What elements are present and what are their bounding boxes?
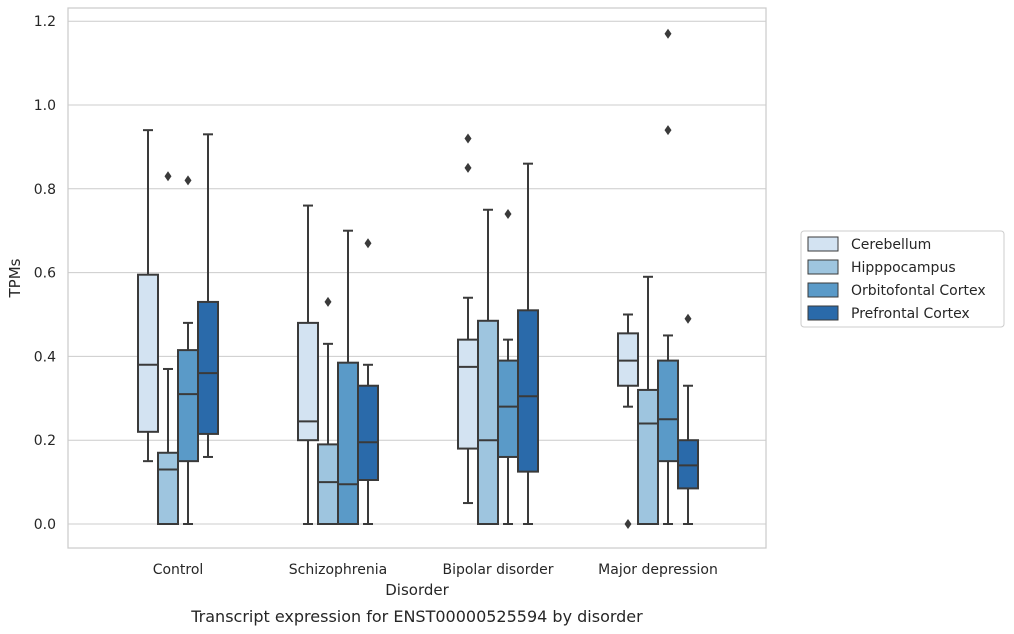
legend-swatch (807, 259, 839, 275)
y-tick-label: 0.0 (34, 517, 56, 533)
box-body (317, 443, 339, 526)
box-orbitofontal-cortex (497, 208, 519, 525)
legend-swatch (807, 305, 839, 321)
y-tick-label: 0.8 (34, 182, 56, 198)
box-body (617, 332, 639, 387)
legend-label: Orbitofontal Cortex (851, 283, 986, 299)
legend-item: Hipppocampus (807, 259, 956, 276)
legend-item: Cerebellum (807, 236, 931, 253)
x-tick-label: Control (153, 562, 204, 578)
box-body (517, 309, 539, 473)
y-tick-label: 0.2 (34, 433, 56, 449)
box-body (157, 451, 179, 525)
x-tick-label: Bipolar disorder (442, 562, 553, 578)
y-tick-labels: 0.0 0.2 0.4 0.6 0.8 1.0 1.2 (34, 14, 56, 533)
outlier-marker (164, 171, 172, 182)
box-body (337, 361, 359, 525)
x-tick-labels: Control Schizophrenia Bipolar disorder Majo… (153, 562, 718, 578)
box-body (657, 359, 679, 463)
box-body (177, 349, 199, 463)
legend-label: Cerebellum (851, 237, 931, 253)
chart-caption: Transcript expression for ENST0000052559… (190, 607, 643, 626)
outlier-marker (664, 125, 672, 136)
box-prefrontal-cortex (677, 313, 699, 525)
box-cerebellum (297, 204, 319, 525)
legend-swatch (807, 282, 839, 298)
legend-frame (800, 230, 1005, 328)
box-body (297, 321, 319, 442)
y-tick-label: 0.6 (34, 266, 56, 282)
box-hipppocampus (317, 296, 339, 526)
outlier-marker (664, 28, 672, 39)
legend-label: Hipppocampus (851, 260, 956, 276)
box-orbitofontal-cortex (657, 28, 679, 525)
outlier-marker (504, 208, 512, 219)
box-prefrontal-cortex (517, 162, 539, 525)
box-cerebellum (137, 129, 159, 463)
x-axis-title: Disorder (385, 581, 449, 599)
box-body (637, 388, 659, 526)
box-hipppocampus (477, 208, 499, 525)
box-body (497, 359, 519, 458)
legend: Cerebellum Hipppocampus Orbitofontal Corte… (800, 230, 1005, 328)
box-hipppocampus (157, 171, 179, 525)
box-orbitofontal-cortex (337, 229, 359, 525)
y-tick-label: 1.0 (34, 98, 56, 114)
box-hipppocampus (637, 275, 659, 526)
box-series (137, 28, 699, 529)
box-body (457, 338, 479, 450)
y-tick-label: 1.2 (34, 14, 56, 30)
legend-swatch (807, 236, 839, 252)
box-prefrontal-cortex (357, 238, 379, 525)
outlier-marker (464, 133, 472, 144)
legend-item: Prefrontal Cortex (807, 305, 970, 322)
outlier-marker (464, 162, 472, 173)
box-body (677, 439, 699, 490)
box-orbitofontal-cortex (177, 175, 199, 525)
outlier-marker (324, 296, 332, 307)
x-tick-label: Major depression (598, 562, 718, 578)
box-prefrontal-cortex (197, 133, 219, 458)
box-cerebellum (617, 313, 639, 529)
outlier-marker (684, 313, 692, 324)
legend-label: Prefrontal Cortex (851, 306, 970, 322)
x-tick-label: Schizophrenia (289, 562, 387, 578)
legend-item: Orbitofontal Cortex (807, 282, 986, 299)
plot-frame (67, 7, 767, 549)
box-body (197, 300, 219, 435)
outlier-marker (624, 519, 632, 529)
box-body (137, 273, 159, 433)
box-body (477, 319, 499, 525)
y-tick-label: 0.4 (34, 349, 56, 365)
outlier-marker (364, 238, 372, 249)
outlier-marker (184, 175, 192, 186)
box-body (357, 384, 379, 482)
y-axis-title: TPMs (6, 258, 24, 298)
